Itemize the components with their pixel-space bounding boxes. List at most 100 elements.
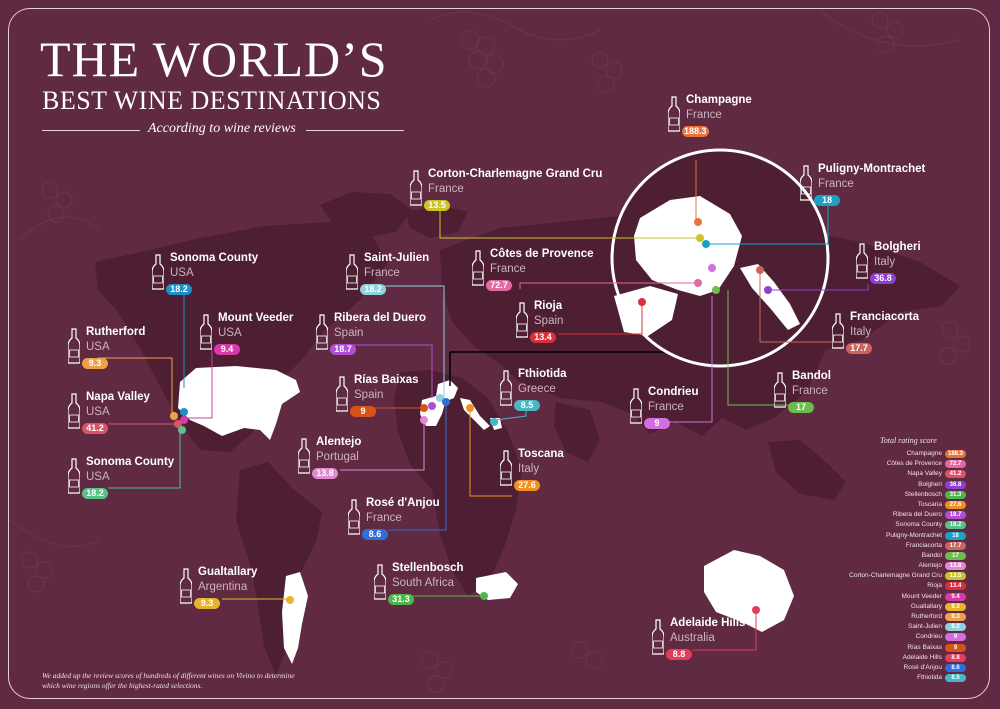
score-badge: 18 <box>814 195 840 206</box>
legend-score-badge: 9 <box>945 633 966 642</box>
marker-bolgheri <box>764 286 772 294</box>
region-name: Toscana <box>518 448 564 460</box>
legend-name: Condrieu <box>915 633 942 641</box>
legend-score-badge: 27.6 <box>945 500 966 509</box>
region-name: Sonoma County <box>86 456 175 468</box>
score-badge: 9.3 <box>82 358 108 369</box>
region-country: France <box>490 263 526 275</box>
wine-bottle-icon <box>773 372 787 413</box>
marker-alentejo <box>420 416 428 424</box>
wine-bottle-icon <box>335 376 349 417</box>
score-badge: 17.7 <box>846 343 872 354</box>
wine-bottle-icon <box>667 96 681 137</box>
legend-name: Mount Veeder <box>901 592 942 600</box>
legend-row: Stellenbosch 31.3 <box>820 490 970 500</box>
marker-sonoma-2 <box>178 426 186 434</box>
region-country: South Africa <box>392 577 455 589</box>
marker-adelaide-hills <box>752 606 760 614</box>
legend-score-badge: 31.3 <box>945 490 966 499</box>
legend-score-badge: 9.2 <box>945 623 966 632</box>
region-country: Italy <box>518 463 540 475</box>
wine-bottle-icon <box>499 450 513 491</box>
wine-bottle-icon <box>651 619 665 660</box>
wine-bottle-icon <box>297 438 311 479</box>
score-badge: 72.7 <box>486 280 512 291</box>
wine-bottle-icon <box>831 313 845 354</box>
wine-bottle-icon <box>499 370 513 411</box>
wine-bottle-icon <box>799 165 813 206</box>
score-badge: 13.4 <box>530 332 556 343</box>
score-badge: 9.3 <box>194 598 220 609</box>
region-name: Bandol <box>792 370 831 382</box>
marker-cotes-de-provence <box>694 279 702 287</box>
region-country: France <box>686 109 722 121</box>
legend-row: Toscana 27.6 <box>820 500 970 510</box>
usa-shape <box>178 366 300 440</box>
france-zoom-shape <box>634 196 742 296</box>
wine-bottle-icon <box>179 568 193 609</box>
region-name: Gualtallary <box>198 566 258 578</box>
legend-score-badge: 18 <box>945 531 966 540</box>
legend-row: Condrieu 9 <box>820 632 970 642</box>
wine-bottle-icon <box>373 564 387 605</box>
spain-zoom-shape <box>614 286 678 336</box>
title-line-1: THE WORLD’S <box>40 31 388 87</box>
region-country: Spain <box>334 327 364 339</box>
leader-lines <box>98 160 869 651</box>
grape-decoration <box>9 9 971 693</box>
marker-rioja <box>638 298 646 306</box>
region-country: USA <box>86 471 110 483</box>
region-name: Saint-Julien <box>364 252 430 264</box>
legend-name: Ribera del Duero <box>892 511 942 519</box>
legend-row: Saint-Julien 9.2 <box>820 622 970 632</box>
legend-name: Napa Valley <box>907 470 942 478</box>
legend-row: Côtes de Provence 72.7 <box>820 459 970 469</box>
legend-score-badge: 188.3 <box>945 450 966 458</box>
region-country: Portugal <box>316 451 359 463</box>
score-badge: 9 <box>644 418 670 429</box>
legend-score-badge: 18.7 <box>945 511 966 520</box>
legend-row: Bolgheri 36.8 <box>820 480 970 490</box>
zoom-inset <box>449 148 830 386</box>
legend-name: Côtes de Provence <box>886 460 942 468</box>
region-country: France <box>648 401 684 413</box>
score-badge: 36.8 <box>870 273 896 284</box>
wine-bottle-icon <box>67 393 81 434</box>
subtitle-rule-right <box>306 130 404 131</box>
score-badge: 27.6 <box>514 480 540 491</box>
legend-score-badge: 17 <box>945 551 966 560</box>
wine-bottle-icon <box>347 499 361 540</box>
highlighted-countries <box>178 366 794 664</box>
region-name: Sonoma County <box>170 252 259 264</box>
score-badge: 31.3 <box>388 594 414 605</box>
legend-row: Adelaide Hills 8.8 <box>820 653 970 663</box>
score-badge: 18.2 <box>82 488 108 499</box>
wine-bottle-icon <box>471 250 485 291</box>
marker-ribera <box>428 402 436 410</box>
legend-score-badge: 13.4 <box>945 582 966 591</box>
legend-score-badge: 41.2 <box>945 470 966 479</box>
region-markers <box>170 218 772 614</box>
wine-bottle-icon <box>855 243 869 284</box>
legend-name: Champagne <box>906 450 942 457</box>
region-country: USA <box>86 341 110 353</box>
region-name: Stellenbosch <box>392 562 464 574</box>
legend-name: Rosé d'Anjou <box>903 663 942 671</box>
legend-row: Puligny-Montrachet 18 <box>820 531 970 541</box>
marker-corton-charlemagne <box>696 234 704 242</box>
region-name: Rías Baixas <box>354 374 419 386</box>
score-badge: 9 <box>350 406 376 417</box>
subtitle-rule-left <box>42 130 140 131</box>
score-badge: 18.2 <box>166 284 192 295</box>
wine-bottle-icon <box>345 254 359 295</box>
score-badge: 9.4 <box>214 344 240 355</box>
score-badge: 18.7 <box>330 344 356 355</box>
legend-row: Bandol 17 <box>820 551 970 561</box>
score-badge: 188.3 <box>682 126 709 137</box>
legend-row: Rosé d'Anjou 8.6 <box>820 663 970 673</box>
legend-score-badge: 36.8 <box>945 480 966 489</box>
marker-rutherford <box>170 412 178 420</box>
legend-name: Gualtallary <box>910 602 942 610</box>
score-badge: 41.2 <box>82 423 108 434</box>
